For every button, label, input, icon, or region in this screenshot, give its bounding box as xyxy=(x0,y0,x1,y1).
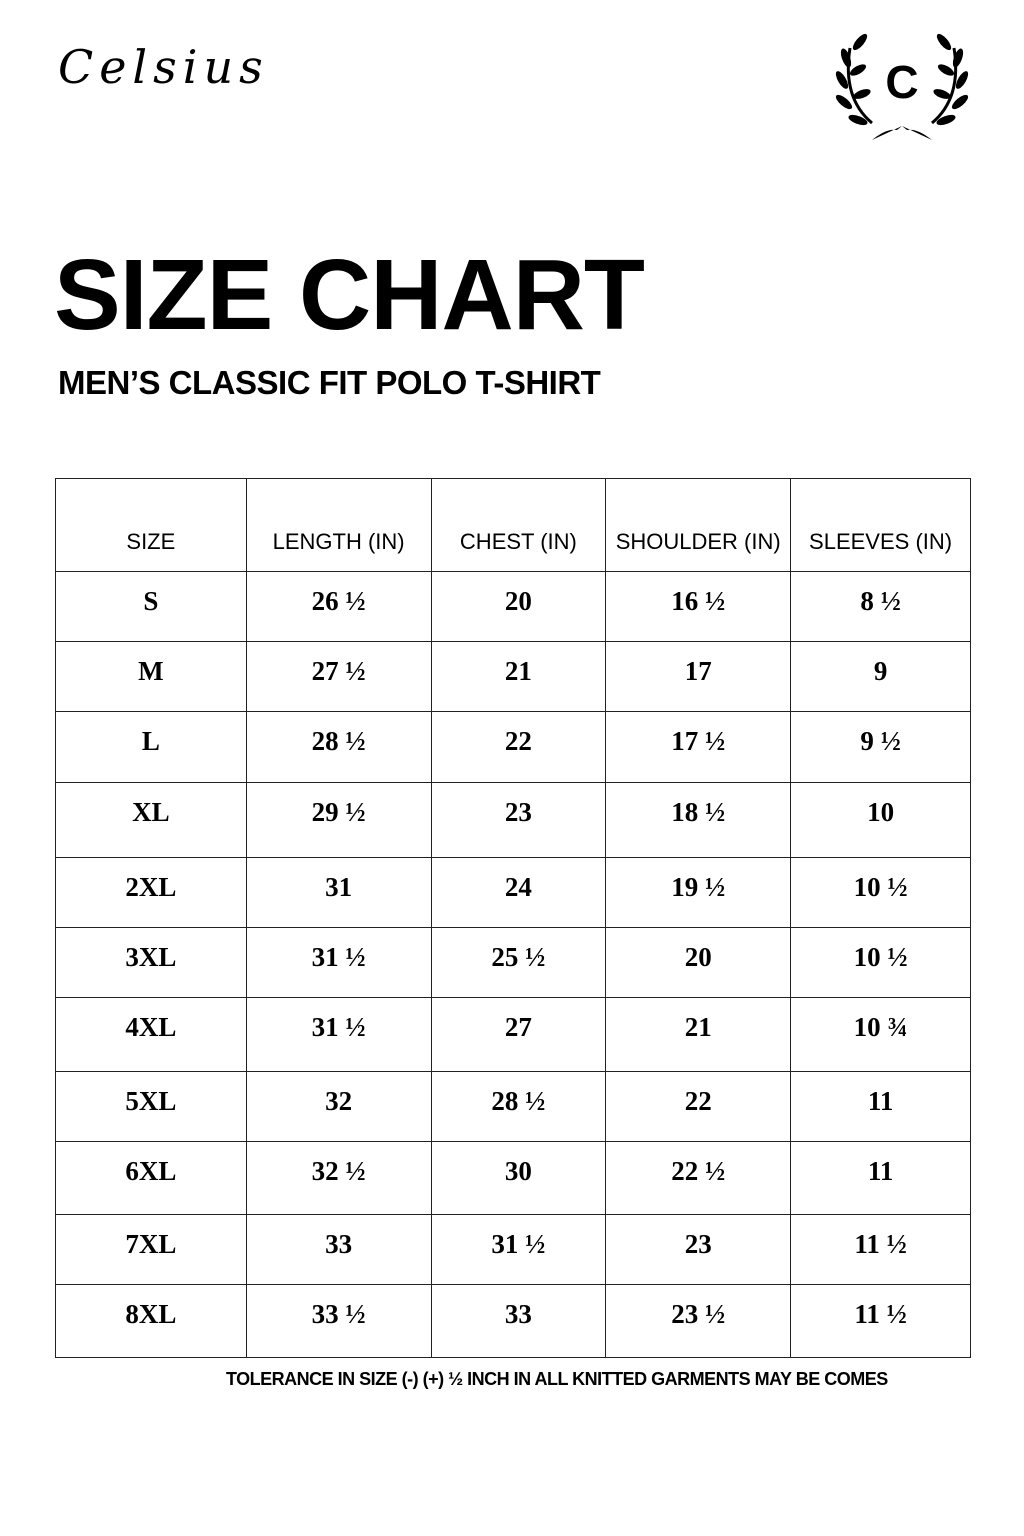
table-cell: 11 ½ xyxy=(790,1284,971,1358)
page-title: SIZE CHART xyxy=(54,239,645,351)
table-cell: 5XL xyxy=(55,1071,247,1142)
table-cell: 4XL xyxy=(55,997,247,1072)
table-cell: 32 xyxy=(245,1071,432,1142)
column-header: SHOULDER (IN) xyxy=(605,478,792,572)
table-row: XL 29 ½ 23 18 ½ 10 xyxy=(55,782,971,858)
table-cell: 9 ½ xyxy=(790,711,971,783)
table-cell: 30 xyxy=(430,1141,607,1215)
table-row: 2XL 31 24 19 ½ 10 ½ xyxy=(55,857,971,928)
table-cell: 10 xyxy=(790,782,971,858)
table-row: 5XL 32 28 ½ 22 11 xyxy=(55,1071,971,1142)
table-cell: 25 ½ xyxy=(430,927,607,998)
table-cell: 24 xyxy=(430,857,607,928)
table-cell: 22 ½ xyxy=(605,1141,792,1215)
table-cell: 28 ½ xyxy=(430,1071,607,1142)
table-cell: 33 ½ xyxy=(245,1284,432,1358)
table-cell: 16 ½ xyxy=(605,571,792,642)
table-cell: 11 xyxy=(790,1141,971,1215)
page-subtitle: MEN’S CLASSIC FIT POLO T-SHIRT xyxy=(58,364,601,401)
table-cell: 17 xyxy=(605,641,792,712)
table-cell: 31 ½ xyxy=(245,997,432,1072)
table-cell: 22 xyxy=(605,1071,792,1142)
table-cell: L xyxy=(55,711,247,783)
table-row: 4XL 31 ½ 27 21 10 ¾ xyxy=(55,997,971,1072)
svg-text:C: C xyxy=(885,56,918,108)
column-header: SLEEVES (IN) xyxy=(790,478,971,572)
size-table: SIZE LENGTH (IN) CHEST (IN) SHOULDER (IN… xyxy=(55,478,971,1358)
table-row: 7XL 33 31 ½ 23 11 ½ xyxy=(55,1214,971,1285)
table-cell: 28 ½ xyxy=(245,711,432,783)
table-cell: 22 xyxy=(430,711,607,783)
table-cell: 20 xyxy=(605,927,792,998)
table-cell: 23 ½ xyxy=(605,1284,792,1358)
tolerance-note: TOLERANCE IN SIZE (-) (+) ½ INCH IN ALL … xyxy=(226,1369,888,1389)
table-cell: 20 xyxy=(430,571,607,642)
table-cell: 8XL xyxy=(55,1284,247,1358)
table-cell: M xyxy=(55,641,247,712)
table-cell: 9 xyxy=(790,641,971,712)
table-cell: 26 ½ xyxy=(245,571,432,642)
table-cell: 18 ½ xyxy=(605,782,792,858)
table-cell: 27 ½ xyxy=(245,641,432,712)
table-cell: 17 ½ xyxy=(605,711,792,783)
table-cell: 29 ½ xyxy=(245,782,432,858)
table-cell: 6XL xyxy=(55,1141,247,1215)
table-row: 3XL 31 ½ 25 ½ 20 10 ½ xyxy=(55,927,971,998)
table-cell: 11 ½ xyxy=(790,1214,971,1285)
table-cell: 10 ¾ xyxy=(790,997,971,1072)
table-cell: S xyxy=(55,571,247,642)
table-cell: XL xyxy=(55,782,247,858)
table-cell: 10 ½ xyxy=(790,927,971,998)
brand-wordmark: Celsius xyxy=(58,40,269,94)
table-header-row: SIZE LENGTH (IN) CHEST (IN) SHOULDER (IN… xyxy=(55,478,971,572)
table-cell: 3XL xyxy=(55,927,247,998)
table-cell: 11 xyxy=(790,1071,971,1142)
table-cell: 19 ½ xyxy=(605,857,792,928)
table-row: 6XL 32 ½ 30 22 ½ 11 xyxy=(55,1141,971,1215)
table-cell: 2XL xyxy=(55,857,247,928)
table-cell: 27 xyxy=(430,997,607,1072)
table-cell: 10 ½ xyxy=(790,857,971,928)
table-cell: 32 ½ xyxy=(245,1141,432,1215)
table-cell: 33 xyxy=(245,1214,432,1285)
table-row: 8XL 33 ½ 33 23 ½ 11 ½ xyxy=(55,1284,971,1358)
table-cell: 31 ½ xyxy=(245,927,432,998)
table-cell: 8 ½ xyxy=(790,571,971,642)
table-cell: 21 xyxy=(605,997,792,1072)
table-cell: 31 ½ xyxy=(430,1214,607,1285)
laurel-logo-icon: C xyxy=(835,33,969,140)
column-header: SIZE xyxy=(55,478,247,572)
table-cell: 33 xyxy=(430,1284,607,1358)
table-cell: 23 xyxy=(605,1214,792,1285)
table-cell: 21 xyxy=(430,641,607,712)
column-header: LENGTH (IN) xyxy=(245,478,432,572)
table-cell: 31 xyxy=(245,857,432,928)
column-header: CHEST (IN) xyxy=(430,478,607,572)
table-row: M 27 ½ 21 17 9 xyxy=(55,641,971,712)
table-cell: 7XL xyxy=(55,1214,247,1285)
table-cell: 23 xyxy=(430,782,607,858)
